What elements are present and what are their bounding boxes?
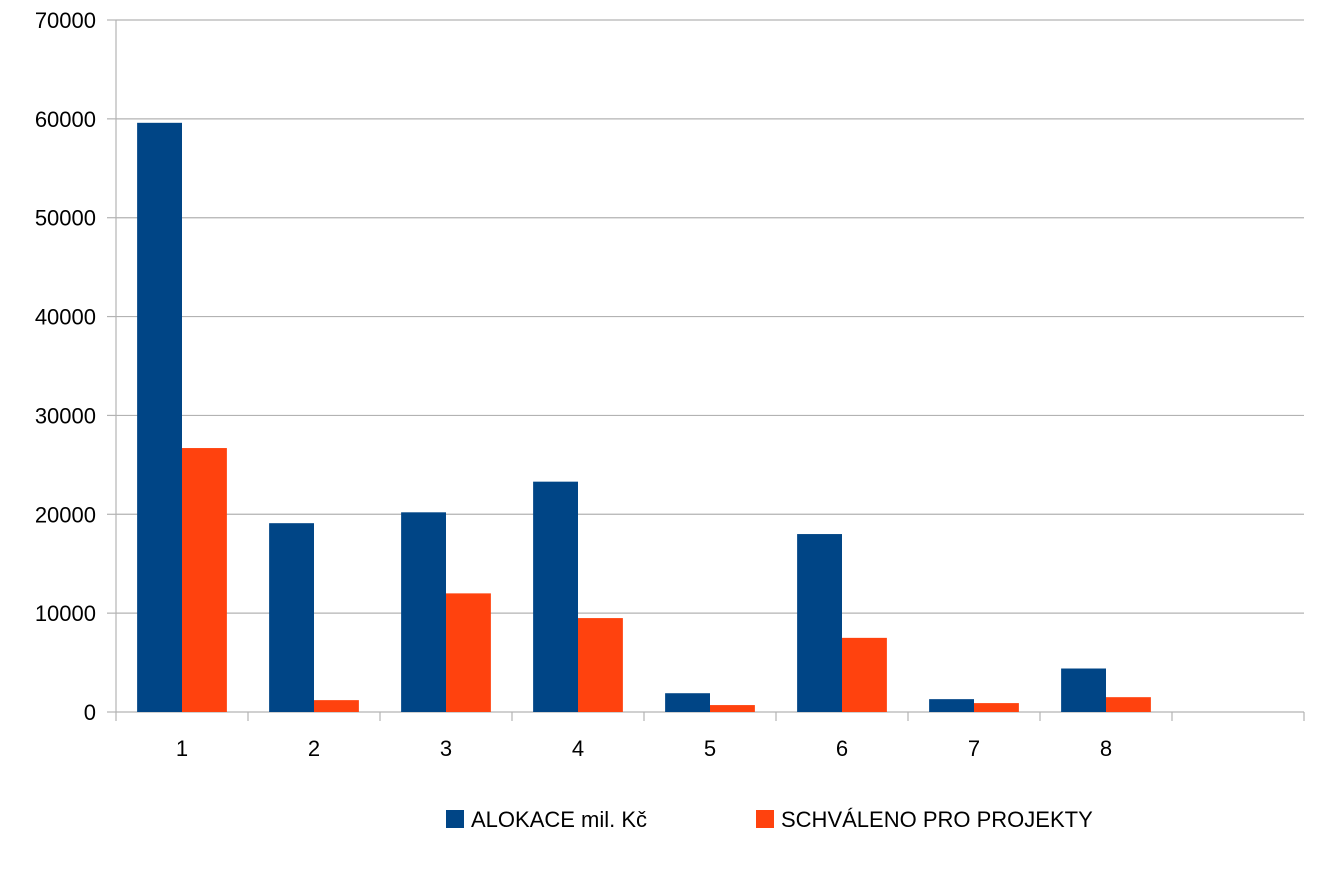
- bar-alokace-6: [797, 534, 842, 712]
- y-tick-label: 60000: [35, 107, 96, 132]
- gridlines: [116, 19, 1304, 614]
- y-tick-label: 30000: [35, 403, 96, 428]
- y-tick-label: 0: [84, 700, 96, 725]
- x-tick-label: 8: [1100, 736, 1112, 761]
- legend: ALOKACE mil. Kč SCHVÁLENO PRO PROJEKTY: [446, 807, 1093, 832]
- bar-alokace-2: [269, 523, 314, 712]
- x-tick-label: 3: [440, 736, 452, 761]
- legend-label-alokace: ALOKACE mil. Kč: [471, 807, 647, 832]
- y-tick-label: 10000: [35, 601, 96, 626]
- x-tick-label: 2: [308, 736, 320, 761]
- legend-swatch-schvaleno: [756, 810, 774, 828]
- y-tick-label: 40000: [35, 305, 96, 330]
- bar-schvaleno-8: [1106, 697, 1151, 712]
- bar-alokace-8: [1061, 668, 1106, 712]
- y-axis: 0 10000 20000 30000 40000 50000 60000 70000: [35, 8, 117, 725]
- x-tick-label: 7: [968, 736, 980, 761]
- bar-schvaleno-3: [446, 593, 491, 712]
- x-tick-label: 6: [836, 736, 848, 761]
- bar-alokace-1: [137, 122, 182, 713]
- bar-schvaleno-1: [182, 448, 227, 712]
- legend-label-schvaleno: SCHVÁLENO PRO PROJEKTY: [781, 807, 1093, 832]
- legend-swatch-alokace: [446, 810, 464, 828]
- y-tick-label: 20000: [35, 502, 96, 527]
- bar-schvaleno-2: [314, 700, 359, 712]
- y-tick-label: 50000: [35, 206, 96, 231]
- bar-alokace-7: [929, 699, 974, 712]
- x-tick-label: 5: [704, 736, 716, 761]
- bar-alokace-4: [533, 481, 578, 712]
- bar-alokace-3: [401, 512, 446, 712]
- bar-schvaleno-5: [710, 705, 755, 712]
- x-axis: 1 2 3 4 5 6 7 8: [115, 711, 1305, 761]
- bar-schvaleno-4: [578, 618, 623, 712]
- x-tick-label: 1: [176, 736, 188, 761]
- bar-schvaleno-7: [974, 703, 1019, 712]
- x-tick-label: 4: [572, 736, 584, 761]
- bar-alokace-5: [665, 693, 710, 712]
- bar-schvaleno-6: [842, 637, 887, 712]
- y-tick-label: 70000: [35, 8, 96, 33]
- bars: [137, 122, 1151, 713]
